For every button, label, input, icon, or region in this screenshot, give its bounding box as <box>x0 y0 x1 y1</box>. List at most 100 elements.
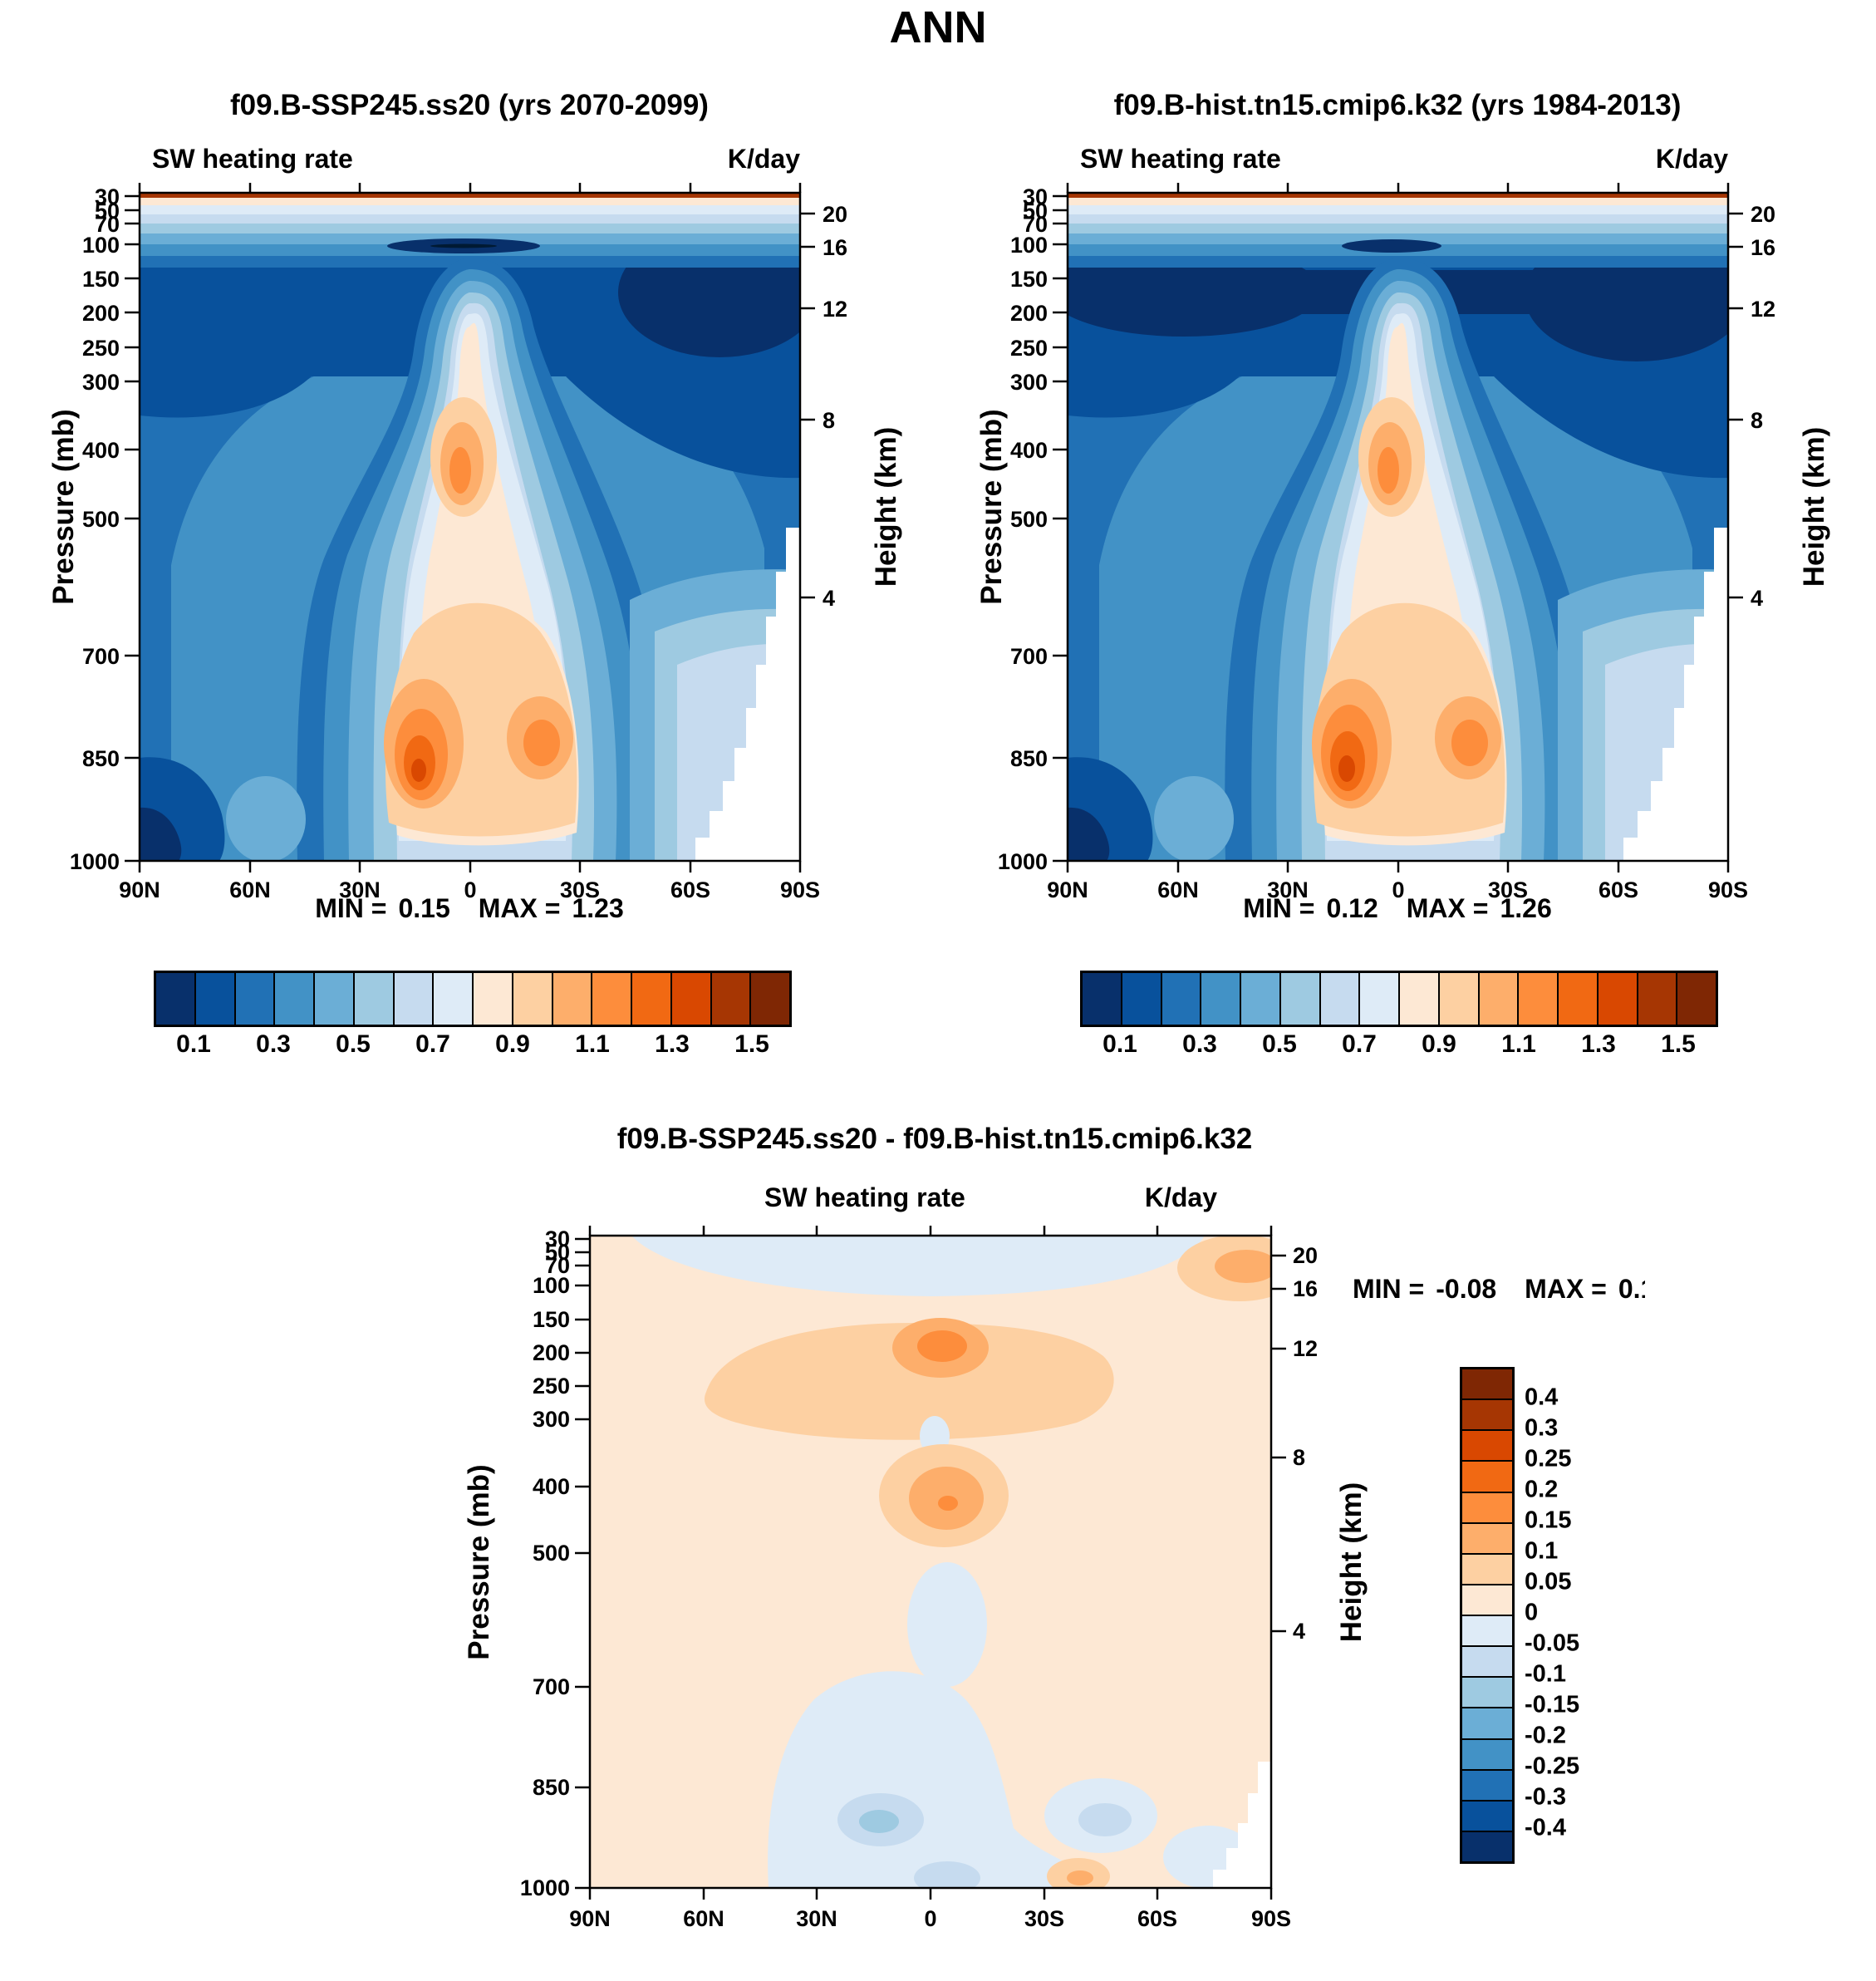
lat-tick-label: 30S <box>560 877 600 902</box>
colorbar-label: 0.05 <box>1525 1568 1572 1595</box>
min-max-line: MIN = 0.15 MAX = 1.23 <box>315 893 623 922</box>
colorbar-box <box>1462 1830 1512 1861</box>
contour <box>1451 720 1488 766</box>
colorbar-box <box>1462 1460 1512 1492</box>
colorbar-label: 0.1 <box>176 1030 211 1058</box>
contour <box>907 1562 987 1687</box>
pressure-tick-label: 50 <box>95 199 120 224</box>
colorbar-box <box>1462 1676 1512 1708</box>
colorbar-box <box>352 973 393 1025</box>
colorbar-box <box>1358 973 1398 1025</box>
lat-tick-label: 30S <box>1024 1906 1064 1931</box>
colorbar-label: 1.3 <box>655 1030 690 1058</box>
min-label: MIN = <box>1353 1274 1424 1304</box>
colorbar-box <box>472 973 512 1025</box>
contour <box>1068 374 1242 418</box>
colorbar-box <box>1462 1645 1512 1677</box>
contour <box>430 243 497 248</box>
colorbar-box <box>1462 1398 1512 1430</box>
colorbar-label: 0.7 <box>1342 1030 1377 1058</box>
pressure-tick-label: 500 <box>1010 507 1048 532</box>
colorbar-box <box>1557 973 1597 1025</box>
colorbar-label: 1.1 <box>1501 1030 1536 1058</box>
height-tick-label: 20 <box>823 202 847 227</box>
pressure-tick-label: 500 <box>533 1541 570 1566</box>
colorbar-label: -0.1 <box>1525 1660 1566 1688</box>
pressure-tick-label: 1000 <box>998 849 1048 874</box>
lat-tick-label: 0 <box>464 877 476 902</box>
pressure-tick-label: 100 <box>533 1273 570 1298</box>
panel-hist: f09.B-hist.tn15.cmip6.k32 (yrs 1984-2013… <box>976 89 1830 922</box>
pressure-tick-label: 100 <box>1010 233 1048 258</box>
colorbar-right: 0.1 0.3 0.5 0.7 0.9 1.1 1.3 1.5 <box>1080 971 1718 1058</box>
lat-tick-label: 30S <box>1488 877 1528 902</box>
max-value: 1.26 <box>1500 893 1551 922</box>
lat-tick-label: 90N <box>1047 877 1088 902</box>
pressure-tick-label: 300 <box>1010 370 1048 395</box>
height-tick-label: 20 <box>1293 1243 1318 1268</box>
colorbar-box <box>1462 1429 1512 1461</box>
colorbar-box <box>1462 1583 1512 1615</box>
max-value: 1.23 <box>572 893 623 922</box>
colorbar-box <box>1160 973 1201 1025</box>
contour <box>449 447 471 494</box>
colorbar-label: -0.4 <box>1525 1814 1566 1841</box>
lat-tick-label: 60S <box>670 877 710 902</box>
colorbar-box <box>1462 1707 1512 1738</box>
pressure-axis-label: Pressure (mb) <box>48 409 80 604</box>
contour <box>1068 807 1110 861</box>
colorbar-label: -0.3 <box>1525 1783 1566 1811</box>
contour <box>140 224 800 233</box>
pressure-tick-label: 70 <box>95 212 120 237</box>
colorbar-box <box>511 973 552 1025</box>
pressure-tick-label: 50 <box>545 1240 570 1265</box>
pressure-tick-label: 400 <box>1010 438 1048 463</box>
pressure-tick-label: 300 <box>533 1407 570 1432</box>
pressure-axis-label: Pressure (mb) <box>976 409 1008 604</box>
colorbar-box <box>1517 973 1557 1025</box>
height-axis-label: Height (km) <box>870 427 902 587</box>
height-tick-labels: 20 16 12 8 4 <box>1751 202 1775 611</box>
lat-tick-label: 60N <box>683 1906 724 1931</box>
colorbar-label: 0.9 <box>1422 1030 1456 1058</box>
contour <box>1215 1250 1271 1283</box>
contour <box>1078 1803 1132 1836</box>
pressure-tick-label: 400 <box>533 1474 570 1499</box>
height-tick-labels: 20 16 12 8 4 <box>823 202 847 611</box>
colorbar-box <box>670 973 710 1025</box>
lat-tick-label: 60N <box>229 877 271 902</box>
colorbar-box <box>1240 973 1279 1025</box>
pressure-tick-label: 850 <box>533 1775 570 1800</box>
contour <box>1068 198 1728 205</box>
colorbar-label: 1.5 <box>734 1030 769 1058</box>
topography-mask <box>1213 1762 1271 1888</box>
contour <box>140 205 800 214</box>
lat-tick-label: 90S <box>780 877 820 902</box>
max-label: MAX = <box>1407 893 1489 922</box>
colorbar-label: 1.5 <box>1661 1030 1696 1058</box>
axis-ticks <box>125 183 815 873</box>
max-label: MAX = <box>1525 1274 1607 1304</box>
units-label: K/day <box>1145 1182 1217 1212</box>
pressure-tick-label: 400 <box>82 438 120 463</box>
colorbar-box <box>1477 973 1518 1025</box>
contour <box>140 198 800 205</box>
colorbar-box <box>1462 1369 1512 1399</box>
pressure-tick-label: 700 <box>533 1674 570 1699</box>
colorbar-label: -0.2 <box>1525 1722 1566 1749</box>
contour <box>1338 755 1355 782</box>
colorbar-box <box>1437 973 1478 1025</box>
pressure-tick-label: 250 <box>82 336 120 361</box>
colorbar-diff: 0.4 0.3 0.25 0.2 0.15 0.1 0.05 0 -0.05 -… <box>1460 1367 1643 1864</box>
pressure-tick-label: 1000 <box>70 849 120 874</box>
pressure-tick-label: 150 <box>82 267 120 292</box>
figure-title: ANN <box>889 2 987 52</box>
contour <box>1154 776 1234 861</box>
contour <box>140 374 314 418</box>
colorbar-label: 0.3 <box>1525 1414 1559 1442</box>
contour <box>914 1861 980 1888</box>
axis-ticks <box>575 1226 1286 1900</box>
lat-tick-label: 60S <box>1137 1906 1177 1931</box>
colorbar-box <box>1083 973 1121 1025</box>
